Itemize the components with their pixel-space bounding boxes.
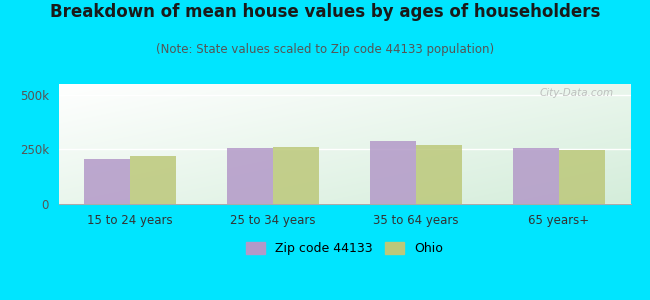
Bar bbox=[559, 150, 604, 204]
Legend: Zip code 44133, Ohio: Zip code 44133, Ohio bbox=[246, 242, 443, 255]
Text: City-Data.com: City-Data.com bbox=[540, 88, 614, 98]
Text: (Note: State values scaled to Zip code 44133 population): (Note: State values scaled to Zip code 4… bbox=[156, 44, 494, 56]
Bar bbox=[514, 148, 559, 204]
Bar bbox=[227, 148, 273, 204]
Bar bbox=[84, 159, 130, 204]
Bar bbox=[370, 141, 416, 204]
Text: Breakdown of mean house values by ages of householders: Breakdown of mean house values by ages o… bbox=[50, 3, 600, 21]
Bar bbox=[273, 147, 318, 204]
Bar bbox=[130, 156, 176, 204]
Bar bbox=[416, 145, 462, 204]
